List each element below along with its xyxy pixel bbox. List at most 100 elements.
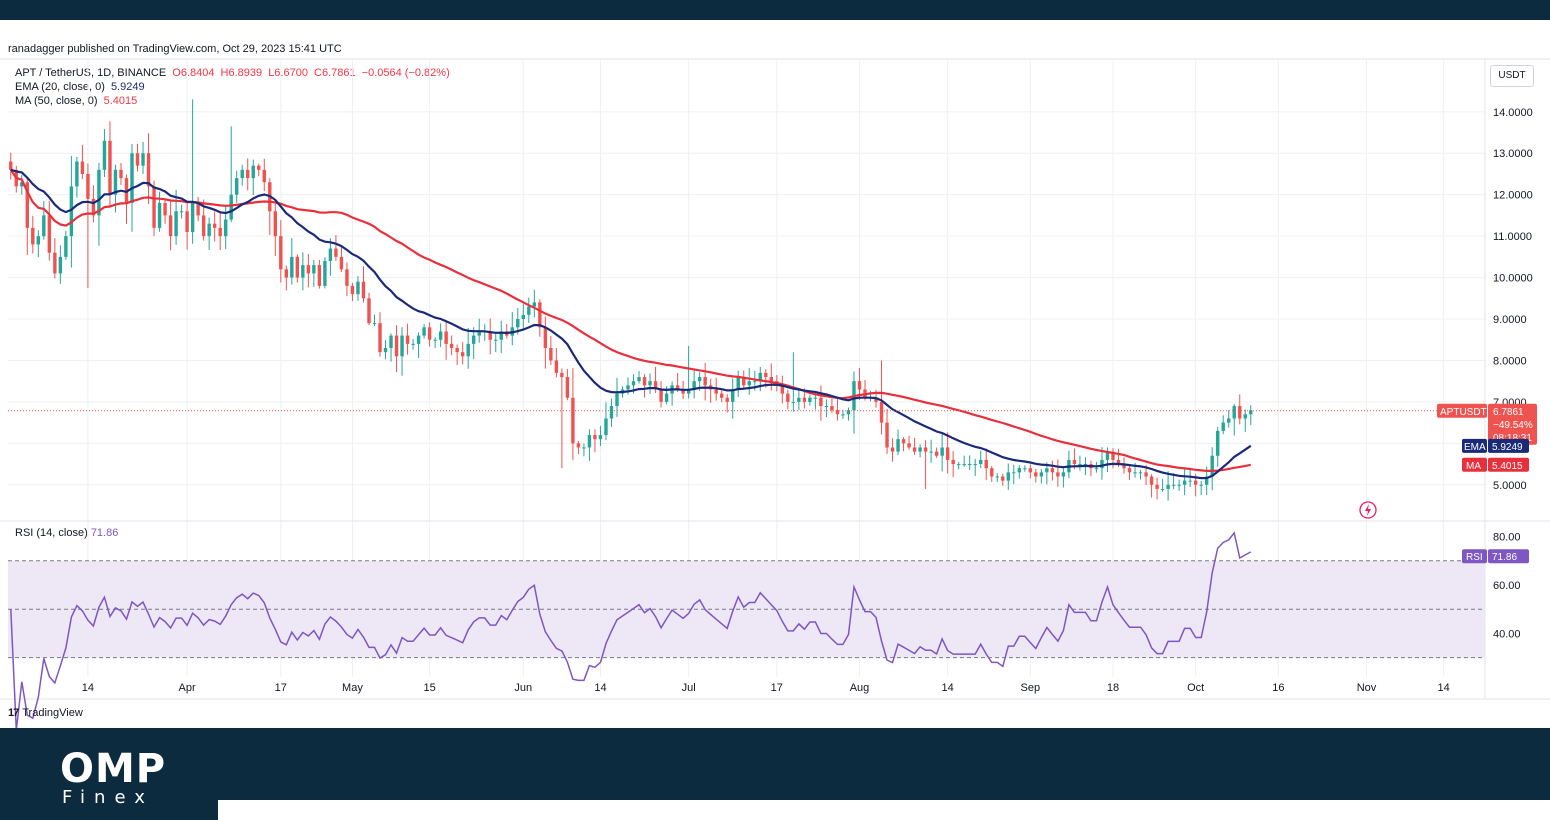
- candle-body: [64, 236, 68, 257]
- rsi-legend[interactable]: RSI (14, close) 71.86: [15, 527, 118, 539]
- candle: [86, 163, 90, 288]
- candle-body: [565, 377, 570, 398]
- candle-body: [664, 393, 669, 402]
- ema-legend[interactable]: EMA (20, close, 0) 5.9249: [15, 80, 148, 94]
- candle: [433, 337, 437, 349]
- candle-body: [157, 202, 162, 228]
- price-axis-tick: 10.0000: [1493, 273, 1533, 285]
- candle: [185, 201, 189, 250]
- candle: [769, 363, 774, 391]
- candle: [786, 389, 790, 410]
- candle-body: [141, 153, 145, 166]
- candle-body: [1182, 480, 1187, 485]
- candle-body: [1133, 472, 1137, 474]
- candle-body: [1116, 459, 1121, 465]
- candle: [571, 368, 575, 461]
- candle: [945, 432, 950, 474]
- candle-body: [130, 153, 134, 203]
- candle: [967, 455, 972, 470]
- candle-body: [185, 211, 189, 232]
- candle: [339, 247, 344, 273]
- candle-body: [516, 319, 520, 328]
- candle-body: [731, 389, 735, 402]
- candle: [708, 378, 713, 403]
- candle-body: [97, 169, 101, 216]
- candle-body: [692, 381, 696, 390]
- ma50-line: [9, 169, 1252, 472]
- candle-body: [251, 165, 255, 179]
- candle-body: [460, 352, 465, 357]
- candle-body: [609, 406, 614, 419]
- candle-body: [36, 236, 41, 245]
- brand-logo: OMP: [60, 746, 167, 792]
- candle: [1199, 480, 1203, 496]
- candle: [328, 238, 333, 276]
- candle-body: [571, 397, 575, 444]
- candle: [273, 199, 278, 256]
- lightning-icon[interactable]: [1359, 501, 1377, 519]
- candle-body: [1050, 468, 1055, 473]
- tradingview-logo[interactable]: 17 TradingView: [8, 707, 83, 719]
- ema-tag-bg: [1462, 438, 1487, 453]
- candle: [389, 333, 393, 362]
- candle: [196, 196, 200, 222]
- candle-body: [290, 256, 294, 278]
- change-value: −0.0564 (−0.82%): [361, 67, 450, 79]
- rsi-axis-tick: 40.00: [1493, 628, 1521, 640]
- candle-body: [1204, 476, 1209, 485]
- candle-body: [1188, 480, 1192, 482]
- candle-body: [830, 406, 834, 411]
- currency-button[interactable]: USDT: [1490, 65, 1534, 87]
- candle: [80, 144, 85, 179]
- candle-body: [295, 256, 300, 278]
- candle-body: [753, 381, 757, 383]
- candle: [747, 368, 751, 395]
- candle: [719, 390, 724, 403]
- time-axis-tick: Jun: [514, 682, 532, 694]
- candle-body: [527, 306, 531, 315]
- candle-body: [1039, 472, 1044, 477]
- candle: [146, 133, 151, 204]
- brand-band-strip: [218, 800, 1550, 820]
- candle-body: [422, 327, 426, 336]
- candle: [163, 200, 167, 224]
- candle-body: [1155, 484, 1159, 489]
- candle: [582, 443, 586, 457]
- candle: [956, 461, 961, 470]
- candle-body: [1127, 468, 1132, 473]
- candle-body: [494, 339, 498, 341]
- candle: [124, 174, 129, 224]
- candle-body: [1012, 472, 1016, 474]
- candle: [1078, 455, 1082, 471]
- price-legend[interactable]: APT / TetherUS, 1D, BINANCE O6.8404 H6.8…: [15, 66, 453, 80]
- candle-body: [240, 169, 244, 179]
- candle-body: [372, 323, 377, 325]
- rsi-axis-tick: 80.00: [1493, 532, 1521, 544]
- candle: [780, 375, 785, 404]
- candle-body: [345, 269, 349, 286]
- candle: [301, 252, 305, 291]
- candle: [218, 213, 222, 250]
- candle-body: [808, 397, 812, 402]
- candle: [444, 321, 448, 360]
- rsi-value: 71.86: [90, 527, 119, 539]
- candle-body: [918, 447, 922, 452]
- candle: [615, 377, 619, 417]
- candle: [923, 440, 928, 489]
- candle: [345, 262, 349, 297]
- candle-body: [923, 447, 928, 452]
- candle-body: [58, 256, 63, 274]
- candle: [58, 245, 63, 284]
- candle-body: [521, 314, 526, 320]
- candle: [152, 180, 156, 236]
- candle: [907, 435, 911, 450]
- ma-legend[interactable]: MA (50, close, 0) 5.4015: [15, 94, 140, 108]
- candle-body: [846, 410, 851, 415]
- ma-label: MA (50, close, 0): [15, 95, 98, 107]
- candle-body: [819, 397, 823, 407]
- candle: [565, 369, 570, 401]
- candle: [1023, 465, 1027, 472]
- candle-body: [962, 464, 966, 466]
- candle-body: [152, 186, 156, 228]
